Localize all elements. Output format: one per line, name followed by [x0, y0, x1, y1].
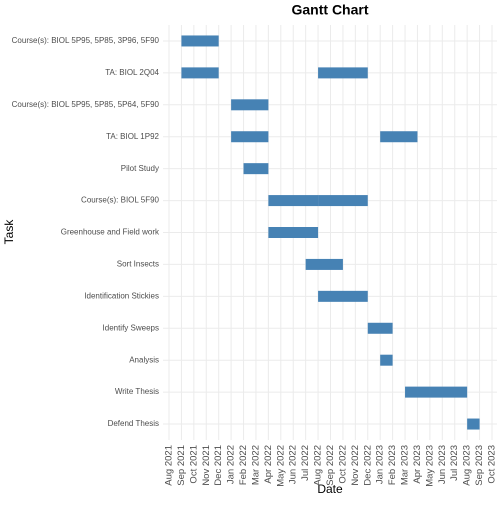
y-tick-label: Identify Sweeps	[103, 323, 159, 332]
x-tick-label: Nov 2022	[350, 445, 361, 486]
y-tick-label: Course(s): BIOL 5P95, 5P85, 3P96, 5F90	[12, 36, 160, 45]
x-tick-label: Sep 2021	[176, 445, 187, 486]
y-tick-label: Course(s): BIOL 5P95, 5P85, 5P64, 5F90	[12, 100, 160, 109]
y-tick-label: Greenhouse and Field work	[61, 228, 160, 237]
bar	[231, 131, 269, 143]
y-tick-label: TA: BIOL 1P92	[106, 132, 159, 141]
bar	[318, 195, 368, 207]
x-tick-label: Jul 2023	[449, 445, 460, 481]
bar	[181, 67, 219, 79]
x-tick-label: Sep 2023	[474, 445, 485, 486]
y-tick-label: Course(s): BIOL 5F90	[81, 196, 160, 205]
chart-title: Gantt Chart	[292, 2, 369, 18]
y-tick-label: TA: BIOL 2Q04	[105, 68, 159, 77]
bar	[318, 290, 368, 302]
bar	[231, 99, 269, 111]
y-tick-label: Identification Stickies	[84, 291, 159, 300]
x-tick-label: Aug 2022	[313, 445, 324, 486]
x-tick-label: Feb 2023	[387, 445, 398, 485]
y-tick-label: Analysis	[129, 355, 159, 364]
bar	[405, 386, 468, 398]
x-tick-label: May 2022	[275, 445, 286, 487]
y-axis-label: Task	[2, 219, 16, 245]
bar	[305, 258, 343, 270]
bar	[367, 322, 393, 334]
x-tick-label: May 2023	[424, 445, 435, 487]
y-tick-label: Pilot Study	[121, 164, 159, 173]
bar	[181, 35, 219, 47]
y-tick-label: Write Thesis	[115, 387, 159, 396]
x-tick-label: Oct 2021	[188, 445, 199, 484]
x-tick-label: Aug 2023	[462, 445, 473, 486]
x-tick-label: Mar 2022	[250, 445, 261, 485]
x-tick-label: Mar 2023	[400, 445, 411, 485]
x-tick-label: Nov 2021	[201, 445, 212, 486]
bar	[380, 131, 418, 143]
x-tick-label: Feb 2022	[238, 445, 249, 485]
bar	[243, 163, 269, 175]
bar	[268, 227, 319, 238]
x-tick-label: Oct 2022	[337, 445, 348, 484]
x-tick-label: Apr 2023	[412, 445, 423, 484]
x-tick-label: Sep 2022	[325, 445, 336, 486]
x-tick-label: Jul 2022	[300, 445, 311, 481]
bar	[318, 67, 368, 79]
x-tick-label: Dec 2022	[362, 445, 373, 486]
y-tick-label: Sort Insects	[117, 260, 159, 269]
x-tick-label: Jun 2023	[437, 445, 448, 484]
bar	[380, 354, 393, 366]
y-tick-label: Defend Thesis	[108, 419, 159, 428]
x-axis-label: Date	[317, 482, 343, 496]
x-tick-label: Dec 2021	[213, 445, 224, 486]
x-tick-label: Oct 2023	[487, 445, 498, 484]
x-tick-label: Aug 2021	[164, 445, 175, 486]
x-tick-label: Apr 2022	[263, 445, 274, 484]
bar	[467, 418, 480, 430]
x-tick-label: Jan 2022	[226, 445, 237, 484]
x-tick-label: Jun 2022	[288, 445, 299, 484]
x-tick-label: Jan 2023	[375, 445, 386, 484]
bar	[268, 195, 319, 207]
